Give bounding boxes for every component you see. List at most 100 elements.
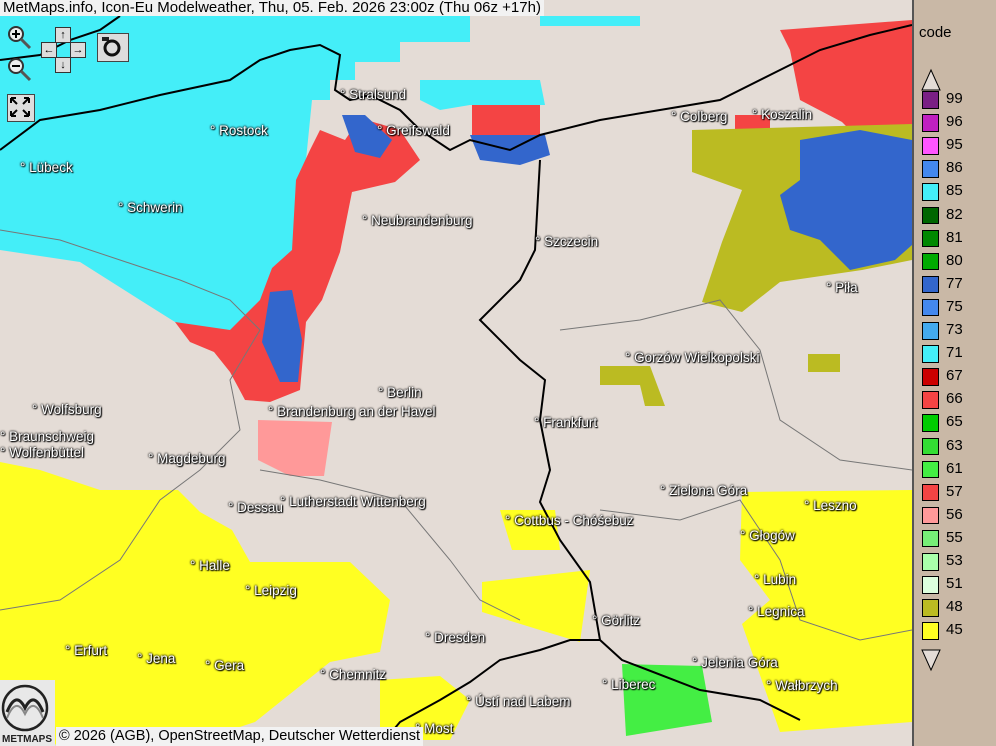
legend-swatch-96 [922,114,939,132]
city-dot-icon: ° [740,528,750,543]
city-name: Brandenburg an der Havel [277,404,436,419]
legend-label: 85 [946,182,963,200]
legend-swatch-95 [922,137,939,155]
city-name: Dresden [434,630,486,645]
legend-label: 55 [946,528,963,546]
city-dot-icon: ° [148,451,158,466]
city-dot-icon: ° [592,613,602,628]
legend-label: 53 [946,552,963,569]
city-name: Lutherstadt Wittenberg [289,494,426,509]
area-code-45 [0,462,390,746]
legend-label: 71 [946,344,963,362]
city-label: ° Schwerin [118,200,183,215]
city-dot-icon: ° [534,415,544,430]
city-name: Chemnitz [329,667,387,682]
fullscreen-button[interactable] [7,94,35,122]
legend-label: 82 [946,205,963,223]
city-label: ° Rostock [210,123,268,138]
legend-swatch-86 [922,160,939,178]
city-dot-icon: ° [378,385,388,400]
metmaps-logo: METMAPS [0,680,55,746]
city-dot-icon: ° [280,494,290,509]
city-name: Wałbrzych [775,678,838,693]
city-label: ° Chemnitz [320,667,386,682]
region-border [0,229,261,611]
city-dot-icon: ° [340,87,350,102]
city-dot-icon: ° [602,677,612,692]
area-code-57 [472,105,540,136]
coastline [0,24,912,152]
legend-swatch-85 [922,183,939,201]
city-name: Koszalin [761,107,813,122]
city-name: Głogów [749,528,795,543]
legend-swatch-63 [922,437,939,455]
legend-swatch-81 [922,229,939,248]
city-name: Dessau [237,500,283,515]
city-label: ° Wolfenbüttel [0,445,84,460]
pan-down-button[interactable]: ↓ [55,57,71,73]
city-label: ° Leipzig [245,583,297,598]
city-name: Halle [199,558,230,573]
legend-swatch-53 [922,553,939,571]
city-name: Görlitz [601,613,641,628]
city-label: ° Wolfsburg [32,402,102,417]
city-label: ° Legnica [748,604,804,619]
city-name: Zielona Góra [669,483,748,498]
city-label: ° Cottbus - Chóśebuz [505,513,633,528]
zoom-out-icon [8,58,32,82]
zoom-out-button[interactable] [6,56,32,82]
pan-up-button[interactable]: ↑ [55,27,71,43]
pan-right-button[interactable]: → [70,42,86,58]
city-dot-icon: ° [228,500,238,515]
city-name: Lubin [763,572,797,587]
region-border [599,499,912,641]
legend-label: 56 [946,505,963,523]
area-code-77 [780,130,912,270]
area-code-45 [500,510,560,550]
city-dot-icon: ° [625,350,635,365]
legend-swatch-48 [922,599,939,617]
city-label: ° Lübeck [20,160,73,175]
city-label: ° Halle [190,558,230,573]
city-dot-icon: ° [466,694,476,709]
legend-label: 48 [946,598,963,616]
city-label: ° Jena [137,651,175,666]
city-name: Most [424,721,454,736]
weather-map[interactable]: MetMaps.info, Icon-Eu Modelweather, Thu,… [0,0,912,746]
city-dot-icon: ° [425,630,435,645]
city-dot-icon: ° [320,667,330,682]
area-code-85 [420,80,545,110]
city-label: ° Zielona Góra [660,483,747,498]
city-name: Magdeburg [157,451,226,466]
city-dot-icon: ° [245,583,255,598]
area-code-48 [600,366,665,406]
zoom-in-button[interactable] [6,24,32,50]
legend-swatch-51 [922,576,939,594]
legend-swatch-65 [922,414,939,432]
legend-swatch-45 [922,622,939,640]
legend-label: 65 [946,413,963,431]
city-name: Wolfsburg [41,402,102,417]
city-dot-icon: ° [32,402,42,417]
city-label: ° Gorzów Wielkopolski [625,350,759,365]
weather-overlay [0,15,912,746]
city-name: Frankfurt [543,415,598,430]
city-name: Jena [146,651,176,666]
screenshot-button[interactable] [97,33,129,62]
city-dot-icon: ° [137,651,147,666]
city-dot-icon: ° [210,123,220,138]
pan-left-button[interactable]: ← [41,42,57,58]
legend-swatch-57 [922,483,939,502]
city-dot-icon: ° [505,513,515,528]
city-label: ° Ústí nad Labem [466,694,570,709]
legend-swatch-99 [922,91,939,109]
legend-swatch-66 [922,391,939,409]
legend-panel: code 99 96 95 86 85 82 81 80 77 75 73 71 67 66 65 63 61 5… [912,0,996,746]
city-dot-icon: ° [671,109,681,124]
area-code-77 [342,115,392,158]
legend-label: 86 [946,159,963,177]
city-name: Leipzig [254,583,297,598]
city-label: ° Dessau [228,500,283,515]
city-label: ° Görlitz [592,613,640,628]
city-name: Stralsund [349,87,407,102]
